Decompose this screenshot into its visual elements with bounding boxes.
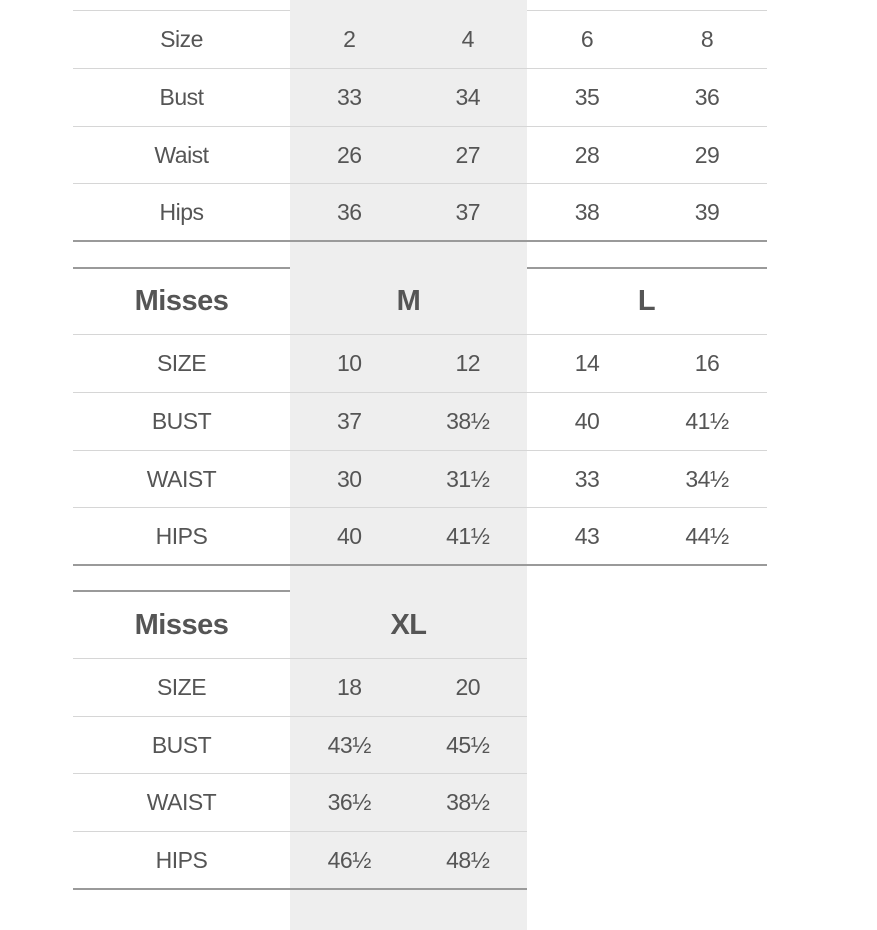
table-cell: 38½ <box>446 408 490 434</box>
table-cell: 40 <box>336 522 362 549</box>
column-shading <box>290 0 527 262</box>
table-cell: 29 <box>694 141 720 168</box>
table-cell: 38 <box>574 198 600 225</box>
size-group-header: M <box>396 285 421 317</box>
table-row: SIZE 10 12 14 16 <box>73 335 767 393</box>
table-cell: 33 <box>574 465 600 492</box>
table-row: Hips 36 37 38 39 <box>73 184 767 242</box>
table-cell: 43½ <box>327 731 372 758</box>
table-row: WAIST 30 31½ 33 34½ <box>73 451 767 508</box>
table-cell: 2 <box>343 26 356 52</box>
table-cell: 36 <box>336 198 362 225</box>
table-row: BUST 37 38½ 40 41½ <box>73 393 767 451</box>
row-label: BUST <box>151 408 212 434</box>
table-cell: 26 <box>336 141 362 168</box>
table-row: Size 2 4 6 8 <box>73 11 767 69</box>
table-cell: 45½ <box>446 731 490 758</box>
row-label: Size <box>160 26 203 52</box>
row-label: HIPS <box>155 522 208 549</box>
row-label: SIZE <box>156 674 207 700</box>
row-label: BUST <box>151 731 212 758</box>
column-shading <box>290 249 527 586</box>
header-label: Misses <box>134 285 229 317</box>
table-cell: 33 <box>336 84 362 110</box>
header-row: Misses XL <box>73 592 527 659</box>
row-label: Bust <box>159 84 204 110</box>
table-row: Bust 33 34 35 36 <box>73 69 767 127</box>
table-cell: 34½ <box>685 465 729 492</box>
table-cell: 36 <box>694 84 720 110</box>
row-label: WAIST <box>146 465 217 492</box>
size-table: Misses XL SIZE 18 20 BUST 43½ 45½ WAIST 36½ 38½ HIP… <box>73 572 527 930</box>
table-row: HIPS 46½ 48½ <box>73 832 527 890</box>
size-table: Misses M L SIZE 10 12 14 16 BUST 37 38½ 40 41½ WAIST 3… <box>73 249 767 586</box>
row-label: HIPS <box>155 846 208 873</box>
table-cell: 20 <box>455 674 481 700</box>
table-cell: 38½ <box>446 789 490 815</box>
table-cell: 31½ <box>446 465 490 492</box>
size-group-header: L <box>637 285 656 317</box>
table-cell: 43 <box>574 522 600 549</box>
row-label: WAIST <box>146 789 217 815</box>
row-label: SIZE <box>156 350 207 376</box>
table-cell: 30 <box>336 465 362 492</box>
column-shading <box>290 572 527 930</box>
table-cell: 12 <box>455 350 481 376</box>
table-cell: 14 <box>574 350 600 376</box>
table-cell: 8 <box>700 26 714 52</box>
table-cell: 48½ <box>446 846 490 873</box>
table-cell: 34 <box>455 84 481 110</box>
table-cell: 16 <box>694 350 720 376</box>
table-cell: 6 <box>580 26 594 52</box>
table-row: BUST 43½ 45½ <box>73 717 527 774</box>
size-table: Size 2 4 6 8 Bust 33 34 35 36 Waist 26 27 28 29 Hips 36 3… <box>73 0 767 262</box>
table-cell: 10 <box>336 350 362 376</box>
table-cell: 41½ <box>685 408 729 434</box>
table-cell: 44½ <box>685 522 729 549</box>
table-cell: 41½ <box>446 522 490 549</box>
table-cell: 28 <box>574 141 600 168</box>
table-cell: 40 <box>574 408 600 434</box>
row-label: Waist <box>154 141 209 168</box>
table-cell: 18 <box>336 674 362 700</box>
row-label: Hips <box>159 198 204 225</box>
table-row: WAIST 36½ 38½ <box>73 774 527 832</box>
table-row: HIPS 40 41½ 43 44½ <box>73 508 767 566</box>
table-cell: 37 <box>455 198 481 225</box>
table-row: Waist 26 27 28 29 <box>73 127 767 184</box>
table-cell: 37 <box>336 408 362 434</box>
size-group-header: XL <box>390 608 427 641</box>
table-cell: 36½ <box>327 789 372 815</box>
header-row: Misses M L <box>73 269 767 335</box>
table-cell: 35 <box>574 84 600 110</box>
table-row: SIZE 18 20 <box>73 659 527 717</box>
header-label: Misses <box>134 608 229 641</box>
table-cell: 39 <box>694 198 720 225</box>
table-cell: 27 <box>455 141 481 168</box>
table-cell: 4 <box>461 26 475 52</box>
table-cell: 46½ <box>327 846 372 873</box>
